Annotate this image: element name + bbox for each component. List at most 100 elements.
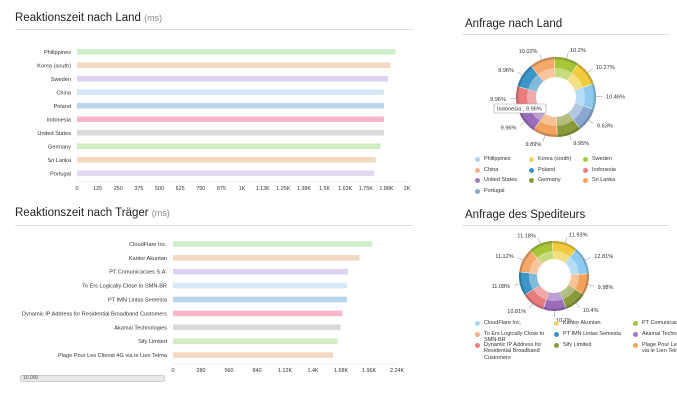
country-donut-percent-label: 10.46% [606, 94, 625, 100]
legend-item[interactable]: Korea (south) [529, 156, 579, 162]
country-donut-slice-highlight [574, 87, 586, 107]
legend-item[interactable]: Akamai Technologies [633, 331, 677, 337]
carrier-bar[interactable] [173, 296, 348, 303]
carrier-tick-label: 1.4K [307, 368, 318, 374]
carrier-tick-label: 1.68K [334, 368, 348, 374]
forwarder-donut-slice-edge [530, 241, 553, 253]
legend-label: Germany [538, 177, 561, 183]
legend-item[interactable]: Plage Pour Les Clienst 4G via le Lien Te… [633, 342, 677, 355]
forwarder-donut-slice-edge [524, 293, 544, 310]
legend-item[interactable]: Sri Lanka [583, 177, 633, 183]
carrier-bar[interactable] [173, 324, 341, 331]
country-chart-title-text: Reaktionszeit nach Land [15, 12, 141, 24]
country-donut-percent-label: 9.96% [498, 68, 514, 74]
country-bar[interactable] [77, 75, 389, 82]
legend-swatch [554, 321, 559, 326]
carrier-bar[interactable] [173, 268, 349, 275]
forwarder-donut-slice-highlight [536, 250, 554, 264]
legend-item[interactable]: PT IMN Lintas Semesta [554, 331, 629, 337]
legend-swatch [633, 321, 638, 326]
country-category-label: Portugal [50, 171, 71, 177]
legend-label: Philippines [484, 156, 511, 162]
legend-swatch [475, 188, 480, 194]
legend-label: United States [484, 177, 518, 183]
country-donut-slice-edge [533, 128, 558, 138]
carrier-category-label: PT Comunicacoes S.A. [109, 270, 167, 276]
legend-swatch [583, 157, 588, 162]
country-donut-leader-line [588, 119, 594, 124]
legend-item[interactable]: Indonesia [583, 167, 633, 173]
country-donut-leader-line [542, 135, 546, 142]
country-tick-label: 250 [114, 186, 123, 192]
forwarder-donut-leader-line [528, 303, 533, 309]
country-donut-leader-line [517, 71, 523, 76]
forwarder-donut-leader-line [587, 284, 594, 287]
country-category-label: United States [37, 131, 71, 137]
country-bar[interactable] [77, 102, 384, 109]
legend-label: Kantor Akuntan [563, 320, 601, 326]
legend-item[interactable]: United States [475, 177, 525, 183]
forwarder-donut-slice-edge [581, 273, 589, 295]
carrier-tick-label: 1.96K [362, 368, 376, 374]
legend-label: PT Comunicacoes S.A. [642, 320, 677, 326]
country-tick-label: 125 [93, 186, 102, 192]
country-donut-slice-highlight [528, 74, 544, 92]
carrier-bar[interactable] [173, 282, 348, 289]
country-bar[interactable] [77, 62, 391, 69]
legend-item[interactable]: To Ers Logically Close to SMN-BR [475, 331, 550, 344]
legend-item[interactable]: Dynamic IP Address for Residential Broad… [475, 342, 550, 361]
legend-label: China [484, 166, 499, 173]
carrier-chart-rule [15, 225, 413, 226]
carrier-category-label: Sify Limited [138, 339, 167, 345]
country-tick-label: 1K [239, 186, 246, 192]
legend-label: Sify Limited [563, 342, 592, 348]
legend-item[interactable]: PT Comunicacoes S.A. [633, 320, 677, 326]
legend-item[interactable]: Philippines [475, 156, 525, 162]
legend-item[interactable]: CloudFlare Inc. [475, 320, 550, 326]
forwarder-donut-leader-line [564, 237, 568, 243]
horizontal-scrollbar[interactable]: 10,000 [20, 375, 165, 382]
country-donut-slice-highlight [539, 113, 557, 126]
country-donut-slice-edge [530, 57, 555, 68]
legend-item[interactable]: Poland [529, 167, 579, 173]
carrier-chart-title: Reaktionszeit nach Träger (ms) [15, 207, 170, 219]
legend-item[interactable]: Kantor Akuntan [554, 320, 629, 326]
country-tick-label: 1.75K [359, 186, 373, 192]
carrier-bar[interactable] [173, 310, 343, 317]
country-donut-percent-label: 9.96% [490, 97, 506, 103]
legend-item[interactable]: Sify Limited [554, 342, 629, 348]
country-donut-slice-edge [557, 127, 581, 137]
forwarder-donut-slice-edge [519, 250, 532, 273]
forwarder-donut-slice-edge [575, 249, 589, 274]
country-bar[interactable] [77, 170, 374, 177]
country-bar[interactable] [77, 143, 381, 150]
legend-item[interactable]: Germany [529, 177, 579, 183]
country-bar[interactable] [77, 156, 376, 163]
carrier-bar[interactable] [173, 255, 360, 261]
country-bar[interactable] [77, 48, 396, 55]
forwarder-donut-percent-label: 10.81% [507, 309, 526, 315]
carrier-tick-label: 2.24K [390, 368, 404, 374]
carrier-bar[interactable] [173, 352, 333, 358]
legend-item[interactable]: Sweden [583, 156, 633, 162]
legend-item[interactable]: Portugal [475, 188, 525, 194]
legend-swatch [475, 178, 480, 183]
carrier-category-label: PT IMN Lintas Semesta [108, 298, 168, 304]
legend-label: Dynamic IP Address for Residential Broad… [484, 342, 542, 361]
carrier-bar[interactable] [173, 241, 373, 247]
legend-item[interactable]: China [475, 167, 525, 173]
country-donut-slice-edge [554, 56, 579, 66]
legend-swatch [633, 343, 638, 348]
country-bar[interactable] [77, 129, 384, 136]
country-bar[interactable] [77, 116, 384, 123]
forwarder-donut-slice-highlight [564, 256, 580, 275]
carrier-bar[interactable] [173, 338, 338, 344]
country-bar[interactable] [77, 89, 384, 96]
country-donut-slice-edge [591, 83, 596, 110]
country-chart-unit: (ms) [144, 13, 163, 23]
legend-swatch [583, 178, 588, 183]
legend-swatch [529, 178, 534, 183]
country-category-label: Poland [54, 104, 71, 110]
